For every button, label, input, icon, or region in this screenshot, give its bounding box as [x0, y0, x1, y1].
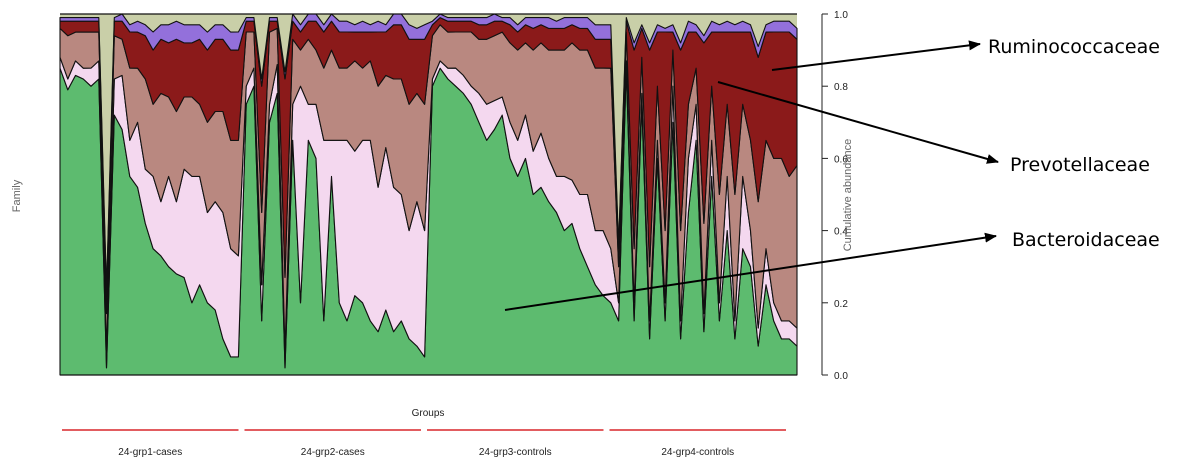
group-label: 24-grp2-cases	[301, 447, 365, 458]
group-labels: 24-grp1-cases 24-grp2-cases 24-grp3-contro…	[62, 429, 786, 458]
y-axis-title: Cumulative abundance	[842, 139, 854, 252]
y-tick-label: 0.6	[834, 154, 848, 165]
y-axis: 0.0 0.2 0.4 0.6 0.8 1.0	[821, 10, 848, 382]
annotation-arrow	[504, 232, 997, 311]
annotation-label: Prevotellaceae	[1010, 154, 1150, 176]
family-side-label: Family	[11, 179, 23, 212]
y-tick-label: 0.0	[834, 371, 848, 382]
annotations: Ruminococcaceae Prevotellaceae Bacteroidac…	[504, 36, 1160, 311]
series-areas	[59, 13, 798, 376]
annotation-arrow	[771, 40, 981, 71]
annotation-label: Bacteroidaceae	[1012, 229, 1160, 251]
group-label: 24-grp1-cases	[118, 447, 182, 458]
annotation-arrow	[717, 81, 999, 164]
group-label: 24-grp3-controls	[479, 447, 552, 458]
annotation-label: Ruminococcaceae	[988, 36, 1160, 58]
x-axis-title: Groups	[412, 408, 445, 419]
y-tick-label: 0.8	[834, 82, 848, 93]
y-tick-label: 1.0	[834, 10, 848, 21]
y-tick-label: 0.4	[834, 227, 848, 238]
group-label: 24-grp4-controls	[661, 447, 734, 458]
y-tick-label: 0.2	[834, 299, 848, 310]
